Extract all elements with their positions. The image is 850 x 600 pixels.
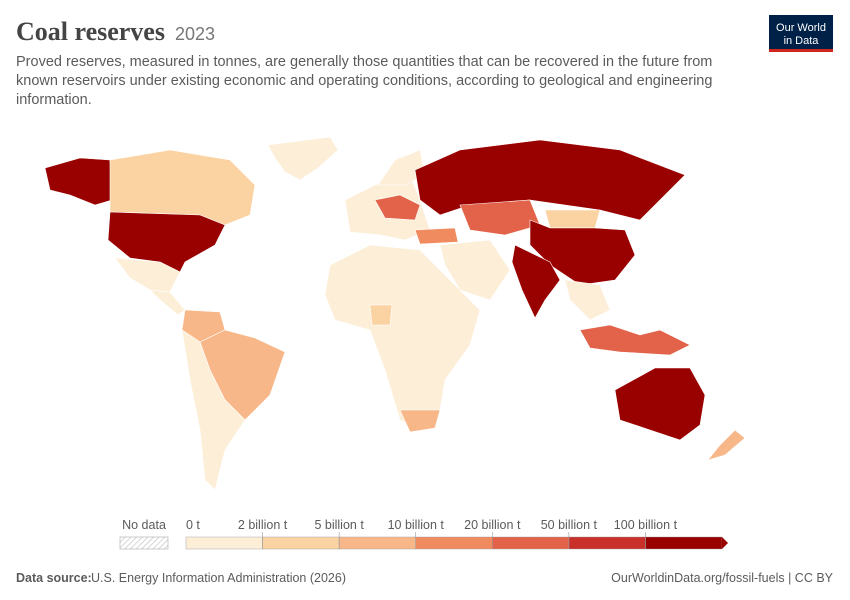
central-europe <box>374 194 421 221</box>
scandinavia <box>377 149 426 186</box>
legend-tick-label: 100 billion t <box>614 518 678 532</box>
subtitle-line: Proved reserves, measured in tonnes, are… <box>16 54 712 70</box>
logo: Our World in Data <box>769 15 833 52</box>
indonesia <box>579 324 691 356</box>
legend-tick-label: 2 billion t <box>238 518 288 532</box>
southeast-asia <box>564 279 611 321</box>
middle-east <box>439 239 511 301</box>
no-data-swatch <box>119 536 169 550</box>
credit: OurWorldinData.org/fossil-fuels | CC BY <box>611 571 834 585</box>
legend-bin <box>262 536 340 550</box>
new-zealand <box>707 429 746 461</box>
turkey <box>414 227 459 245</box>
subtitle-line: information. <box>16 92 92 108</box>
legend-bin <box>338 536 416 550</box>
legend-arrow <box>722 537 728 549</box>
logo-box <box>769 15 833 51</box>
legend-bin <box>185 536 263 550</box>
australia <box>614 367 706 441</box>
legend-tick-label: 20 billion t <box>464 518 521 532</box>
legend-tick-label: 0 t <box>186 518 200 532</box>
south-africa <box>399 409 441 433</box>
russia <box>414 139 686 221</box>
legend-tick-label: 5 billion t <box>314 518 364 532</box>
legend-bin <box>645 536 723 550</box>
legend-tick-label: 10 billion t <box>388 518 445 532</box>
china <box>529 219 636 286</box>
logo-text: in Data <box>784 35 820 47</box>
subtitle-line: known reservoirs under existing economic… <box>16 73 712 89</box>
central-america <box>149 289 186 316</box>
logo-underline <box>769 49 833 52</box>
kazakhstan <box>459 199 541 236</box>
source-label: Data source: <box>16 571 92 585</box>
title: Coal reserves <box>16 17 165 46</box>
legend: No data 0 t 2 billion t 5 billion t 10 bill… <box>119 518 728 550</box>
no-data-label: No data <box>122 518 166 532</box>
source: U.S. Energy Information Administration (… <box>91 571 346 585</box>
legend-scale: 0 t 2 billion t 5 billion t 10 billion t 20 … <box>185 518 728 550</box>
legend-bin <box>492 536 570 550</box>
legend-bin <box>415 536 493 550</box>
legend-tick-label: 50 billion t <box>541 518 598 532</box>
mongolia <box>544 209 601 229</box>
legend-bin <box>568 536 646 550</box>
logo-text: Our World <box>776 22 826 34</box>
alaska <box>44 157 113 206</box>
india <box>511 244 561 319</box>
world-map <box>44 136 746 491</box>
usa <box>107 211 226 273</box>
greenland <box>267 136 339 181</box>
subtitle: Proved reserves, measured in tonnes, are… <box>16 54 712 108</box>
south-america-south <box>181 329 246 491</box>
nigeria <box>369 304 393 326</box>
year: 2023 <box>175 24 215 44</box>
